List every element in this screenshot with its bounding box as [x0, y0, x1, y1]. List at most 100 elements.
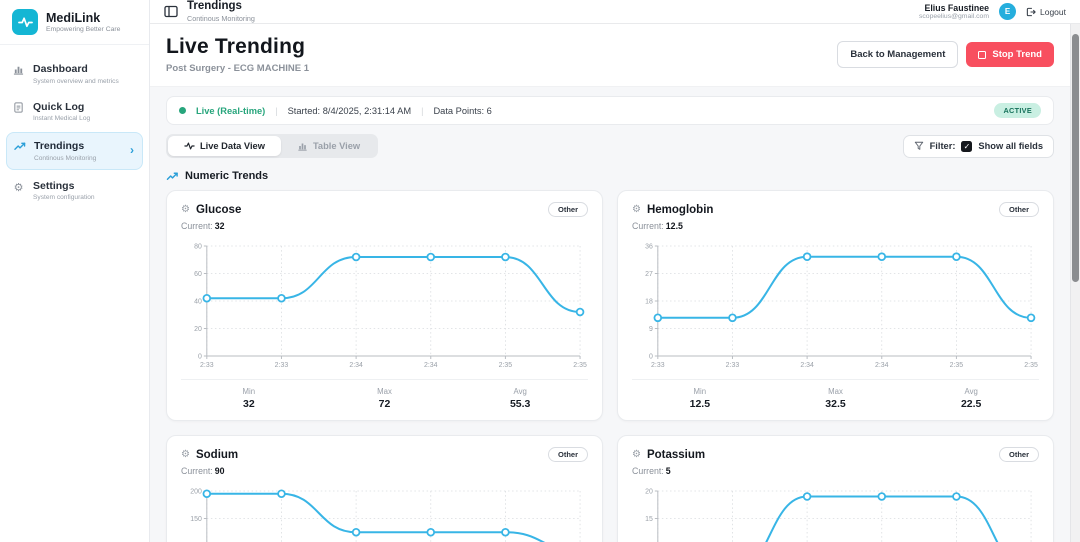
svg-text:2:33: 2:33 — [726, 362, 740, 369]
sidebar-item-label: Dashboard — [33, 63, 88, 75]
gauge-icon: ⚙ — [181, 203, 190, 215]
max-value: 72 — [378, 398, 391, 411]
sidebar-item-dashboard[interactable]: Dashboard System overview and metrics — [0, 55, 149, 93]
activity-icon — [184, 142, 195, 150]
user-name: Elius Faustinee — [924, 2, 989, 13]
live-dot-icon — [179, 107, 186, 115]
sidebar-item-sub: Instant Medical Log — [33, 115, 91, 123]
sidebar-item-label: Settings — [33, 179, 75, 192]
started-timestamp: Started: 8/4/2025, 2:31:14 AM — [287, 105, 412, 116]
line-chart-hemoglobin: 0 9 18 27 36 2:33 2:33 2:34 2:34 2:35 2:35 — [645, 244, 1038, 370]
user-info: Elius Faustinee scopeelius@gmail.com — [919, 3, 989, 21]
live-status: Live (Real-time) — [196, 105, 266, 116]
svg-text:36: 36 — [645, 244, 653, 251]
trending-up-icon — [13, 141, 26, 152]
vertical-scrollbar — [1070, 24, 1080, 542]
sidebar-item-trendings[interactable]: Trendings Continous Monitoring › — [6, 132, 143, 170]
sidebar-item-sub: Continous Monitoring — [34, 154, 97, 162]
stats-row: Min 32 Max 72 Avg 55.3 — [181, 379, 588, 410]
logout-label: Logout — [1040, 6, 1066, 17]
sidebar-item-settings[interactable]: ⚙ Settings System configuration — [0, 172, 149, 210]
page-title-band: Live Trending Post Surgery - ECG MACHINE… — [150, 24, 1070, 88]
document-icon — [12, 102, 25, 113]
tab-live-label: Live Data View — [200, 141, 265, 152]
numeric-trends-header: Numeric Trends — [166, 170, 1054, 182]
show-all-fields-checkbox[interactable]: ✓ — [961, 140, 973, 152]
stop-trend-button[interactable]: Stop Trend — [966, 42, 1054, 68]
stats-row: Min 12.5 Max 32.5 Avg 22.5 — [632, 379, 1039, 410]
svg-text:150: 150 — [190, 516, 202, 523]
brand-title: MediLink — [46, 10, 101, 25]
metric-card-hemoglobin: ⚙ Hemoglobin Other Current: 12.5 0 9 18 27 36… — [617, 190, 1054, 422]
svg-text:20: 20 — [645, 489, 653, 496]
sidebar-nav: Dashboard System overview and metrics Qu… — [0, 45, 149, 219]
sidebar-item-label: Quick Log — [33, 100, 85, 113]
svg-text:2:35: 2:35 — [573, 362, 587, 369]
divider: | — [275, 105, 278, 116]
main-column: Trendings Continous Monitoring Elius Fau… — [150, 0, 1080, 542]
chevron-right-icon: › — [130, 143, 134, 158]
svg-text:0: 0 — [198, 354, 202, 361]
filter-label: Filter: — [929, 141, 956, 152]
metric-name: Hemoglobin — [646, 203, 714, 216]
sidebar-toggle-icon[interactable] — [164, 5, 178, 18]
session-status-card: Live (Real-time) | Started: 8/4/2025, 2:… — [166, 96, 1054, 126]
category-badge: Other — [547, 202, 588, 218]
avg-value: 22.5 — [960, 398, 982, 411]
stop-trend-label: Stop Trend — [992, 49, 1042, 61]
tab-table-view[interactable]: Table View — [281, 136, 376, 156]
current-value: 32 — [214, 221, 225, 232]
current-value: 5 — [665, 466, 671, 477]
current-value-line: Current: 12.5 — [632, 221, 683, 232]
view-tabs: Live Data View Table View — [166, 134, 379, 159]
current-value: 12.5 — [665, 221, 683, 232]
tab-table-label: Table View — [312, 141, 361, 152]
sidebar-item-label: Trendings — [34, 140, 85, 153]
gauge-icon: ⚙ — [632, 203, 641, 215]
metric-name: Glucose — [195, 203, 242, 216]
logout-button[interactable]: Logout — [1026, 7, 1066, 17]
scrollbar-thumb[interactable] — [1072, 34, 1079, 283]
metric-name: Sodium — [195, 448, 239, 461]
brand-subtitle: Empowering Better Care — [46, 26, 121, 34]
svg-text:2:34: 2:34 — [800, 362, 814, 369]
svg-text:2:35: 2:35 — [1024, 362, 1038, 369]
svg-text:2:33: 2:33 — [651, 362, 665, 369]
svg-text:2:35: 2:35 — [950, 362, 964, 369]
filter-control[interactable]: Filter: ✓ Show all fields — [902, 134, 1054, 158]
charts-grid: ⚙ Glucose Other Current: 32 0 20 40 60 80 2:33… — [166, 190, 1054, 542]
sidebar-item-quick-log[interactable]: Quick Log Instant Medical Log — [0, 93, 149, 131]
gauge-icon: ⚙ — [632, 448, 641, 460]
category-badge: Other — [998, 202, 1039, 218]
svg-text:20: 20 — [194, 326, 202, 333]
tab-live-data-view[interactable]: Live Data View — [168, 136, 281, 157]
svg-text:200: 200 — [190, 489, 202, 496]
show-all-fields-label: Show all fields — [978, 141, 1043, 152]
svg-text:2:33: 2:33 — [200, 362, 214, 369]
back-to-management-button[interactable]: Back to Management — [837, 41, 959, 69]
header-title: Trendings — [187, 0, 242, 12]
data-points-count: Data Points: 6 — [433, 105, 492, 116]
stop-icon — [978, 50, 987, 59]
svg-text:2:34: 2:34 — [875, 362, 889, 369]
svg-text:2:34: 2:34 — [349, 362, 363, 369]
bar-chart-icon — [12, 64, 25, 75]
svg-text:18: 18 — [645, 299, 653, 306]
metric-card-sodium: ⚙ Sodium Other Current:90 0501001502002:… — [166, 435, 603, 542]
gauge-icon: ⚙ — [181, 448, 190, 460]
funnel-icon — [914, 142, 923, 151]
sidebar: MediLink Empowering Better Care Dashboar… — [0, 0, 150, 542]
svg-text:60: 60 — [194, 271, 202, 278]
user-email: scopeelius@gmail.com — [919, 13, 989, 21]
sidebar-item-sub: System overview and metrics — [33, 77, 119, 85]
activity-pulse-icon — [12, 9, 38, 35]
svg-text:0: 0 — [649, 354, 653, 361]
svg-text:2:33: 2:33 — [275, 362, 289, 369]
current-value-line: Current: 90 — [181, 466, 225, 477]
avg-value: 55.3 — [509, 398, 531, 411]
avatar[interactable]: E — [999, 3, 1016, 21]
table-chart-icon — [298, 143, 307, 151]
min-value: 12.5 — [689, 398, 711, 411]
page-subtitle: Post Surgery - ECG MACHINE 1 — [166, 63, 310, 75]
